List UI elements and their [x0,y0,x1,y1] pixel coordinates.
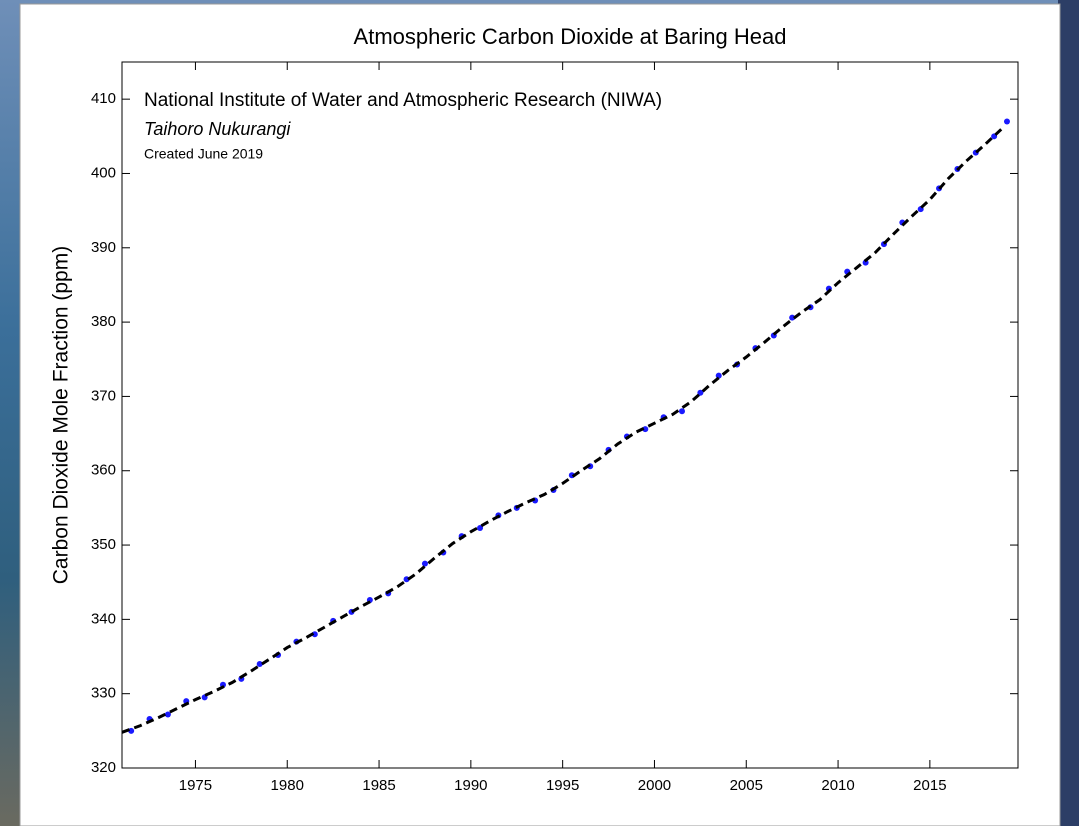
x-tick-label: 1975 [179,777,212,794]
x-tick-label: 1980 [271,777,304,794]
annotation: Created June 2019 [144,146,263,162]
y-axis-label: Carbon Dioxide Mole Fraction (ppm) [50,246,73,584]
x-tick-label: 1985 [362,777,395,794]
right-frame [1058,0,1079,826]
y-tick-label: 350 [91,536,116,553]
y-tick-label: 360 [91,462,116,479]
x-tick-label: 2005 [730,777,763,794]
annotation: Taihoro Nukurangi [144,119,291,139]
y-tick-label: 390 [91,239,116,256]
y-tick-label: 330 [91,685,116,702]
y-tick-label: 320 [91,759,116,776]
chart: Atmospheric Carbon Dioxide at Baring Hea… [0,0,1079,826]
page: {"chart_data": {"type": "scatter", "titl… [0,0,1079,826]
y-tick-label: 340 [91,610,116,627]
chart-title: Atmospheric Carbon Dioxide at Baring Hea… [354,24,787,49]
x-tick-label: 2000 [638,777,671,794]
annotation: National Institute of Water and Atmosphe… [144,90,662,111]
x-tick-label: 2015 [913,777,946,794]
y-tick-label: 410 [91,90,116,107]
y-tick-label: 380 [91,313,116,330]
x-tick-label: 2010 [821,777,854,794]
data-point [422,561,428,567]
x-tick-label: 1990 [454,777,487,794]
x-tick-label: 1995 [546,777,579,794]
data-point [1004,118,1010,124]
y-tick-label: 400 [91,164,116,181]
data-point [165,711,171,717]
y-tick-label: 370 [91,387,116,404]
data-point [257,661,263,667]
data-point [679,408,685,414]
